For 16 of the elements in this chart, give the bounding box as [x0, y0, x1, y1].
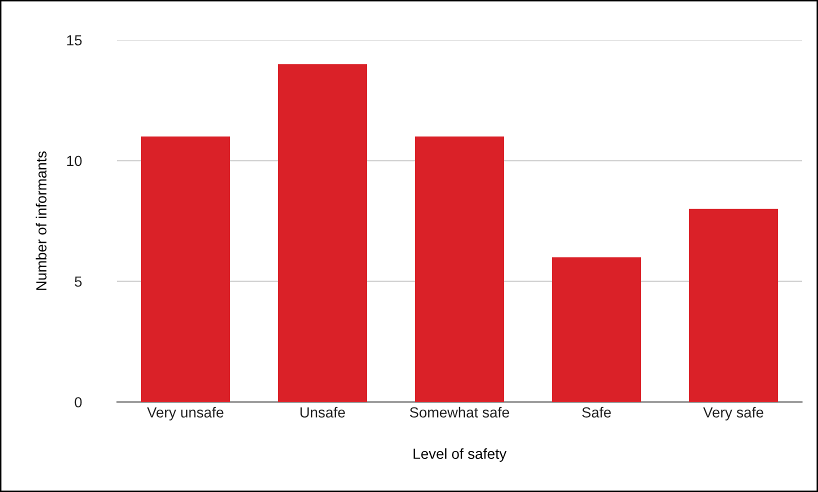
- x-tick-label: Very unsafe: [147, 406, 224, 420]
- x-tick-label: Very safe: [703, 406, 764, 420]
- x-axis-title: Level of safety: [414, 448, 506, 462]
- x-tick-label: Somewhat safe: [410, 406, 510, 418]
- x-tick-label: Safe: [582, 406, 611, 418]
- bar: [688, 208, 778, 402]
- bar: [140, 136, 230, 402]
- x-tick-label: Unsafe: [300, 406, 345, 418]
- bar: [278, 64, 368, 402]
- y-axis-title: Number of informants: [36, 151, 47, 290]
- bar: [552, 257, 642, 402]
- y-tick-label: 15: [67, 35, 82, 46]
- y-tick-label: 0: [74, 397, 82, 408]
- y-tick-label: 5: [74, 276, 82, 287]
- y-tick-label: 10: [67, 156, 82, 166]
- bar: [414, 136, 504, 402]
